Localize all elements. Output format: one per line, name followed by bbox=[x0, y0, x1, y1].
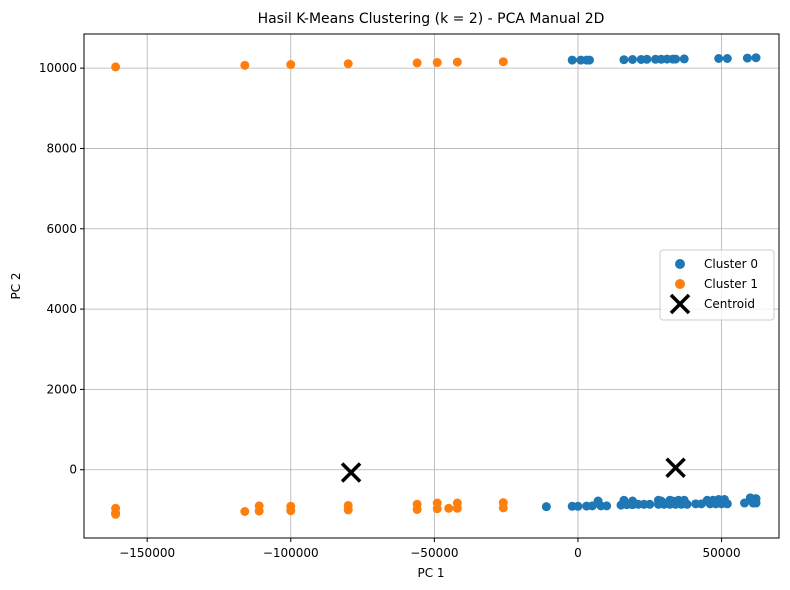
cluster-0-point bbox=[751, 53, 761, 63]
x-tick-label: 0 bbox=[574, 546, 582, 560]
cluster-1-point bbox=[412, 504, 422, 514]
legend-marker-cluster-1 bbox=[675, 279, 685, 289]
cluster-0-point bbox=[619, 55, 629, 65]
cluster-1-point bbox=[343, 59, 353, 69]
cluster-1-point bbox=[240, 506, 250, 516]
axis-ticks: −150000 −100000 −50000 0 50000 0 2000 4000 6000 8… bbox=[39, 61, 741, 560]
cluster-0-point bbox=[751, 498, 761, 508]
y-tick-label: 4000 bbox=[46, 302, 77, 316]
cluster-0-point bbox=[722, 53, 732, 63]
cluster-0-point bbox=[628, 55, 638, 65]
cluster-0-point bbox=[742, 53, 752, 63]
cluster-0-point bbox=[671, 54, 681, 64]
y-tick-label: 0 bbox=[69, 463, 77, 477]
legend-label-cluster-0: Cluster 0 bbox=[704, 257, 758, 271]
cluster-0-point bbox=[584, 55, 594, 65]
chart-title: Hasil K-Means Clustering (k = 2) - PCA M… bbox=[258, 11, 605, 27]
y-axis-label: PC 2 bbox=[9, 272, 23, 299]
cluster-1-point bbox=[254, 506, 264, 516]
cluster-1-point bbox=[286, 506, 296, 516]
legend-label-cluster-1: Cluster 1 bbox=[704, 277, 758, 291]
cluster-1-point bbox=[498, 503, 508, 513]
cluster-1-point bbox=[432, 504, 442, 514]
legend-label-centroid: Centroid bbox=[704, 297, 755, 311]
centroid-point bbox=[340, 462, 362, 483]
x-axis-label: PC 1 bbox=[417, 566, 444, 580]
cluster-1-point bbox=[111, 509, 121, 519]
y-tick-label: 8000 bbox=[46, 141, 77, 155]
cluster-1-point bbox=[498, 57, 508, 67]
data-points bbox=[111, 53, 761, 519]
cluster-0-point bbox=[602, 501, 612, 511]
cluster-0-point bbox=[645, 499, 655, 509]
cluster-1-point bbox=[452, 503, 462, 513]
cluster-0-point bbox=[567, 55, 577, 65]
legend-box bbox=[659, 249, 775, 321]
cluster-0-point bbox=[740, 498, 750, 508]
x-tick-label: 50000 bbox=[702, 546, 740, 560]
centroid-point bbox=[665, 457, 686, 478]
y-tick-label: 10000 bbox=[39, 61, 77, 75]
x-tick-label: −150000 bbox=[119, 546, 175, 560]
y-tick-label: 2000 bbox=[46, 382, 77, 396]
x-tick-label: −100000 bbox=[263, 546, 319, 560]
cluster-0-point bbox=[642, 54, 652, 64]
cluster-0-point bbox=[573, 501, 583, 511]
x-tick-label: −50000 bbox=[410, 546, 458, 560]
cluster-1-point bbox=[343, 505, 353, 515]
cluster-1-point bbox=[240, 60, 250, 70]
cluster-0-point bbox=[714, 53, 724, 63]
cluster-1-point bbox=[111, 62, 121, 72]
legend-marker-centroid bbox=[669, 293, 691, 315]
cluster-0-point bbox=[679, 54, 689, 64]
y-tick-label: 6000 bbox=[46, 222, 77, 236]
cluster-1-point bbox=[286, 60, 296, 70]
cluster-1-point bbox=[444, 503, 454, 513]
legend: Cluster 0 Cluster 1 Centroid bbox=[659, 249, 775, 321]
cluster-0-point bbox=[722, 499, 732, 509]
cluster-1-point bbox=[452, 57, 462, 67]
cluster-0-point bbox=[682, 499, 692, 509]
cluster-1-point bbox=[412, 58, 422, 68]
cluster-1-point bbox=[432, 58, 442, 68]
cluster-0-point bbox=[541, 502, 551, 512]
legend-marker-cluster-0 bbox=[675, 259, 685, 269]
plot-frame bbox=[83, 33, 780, 539]
